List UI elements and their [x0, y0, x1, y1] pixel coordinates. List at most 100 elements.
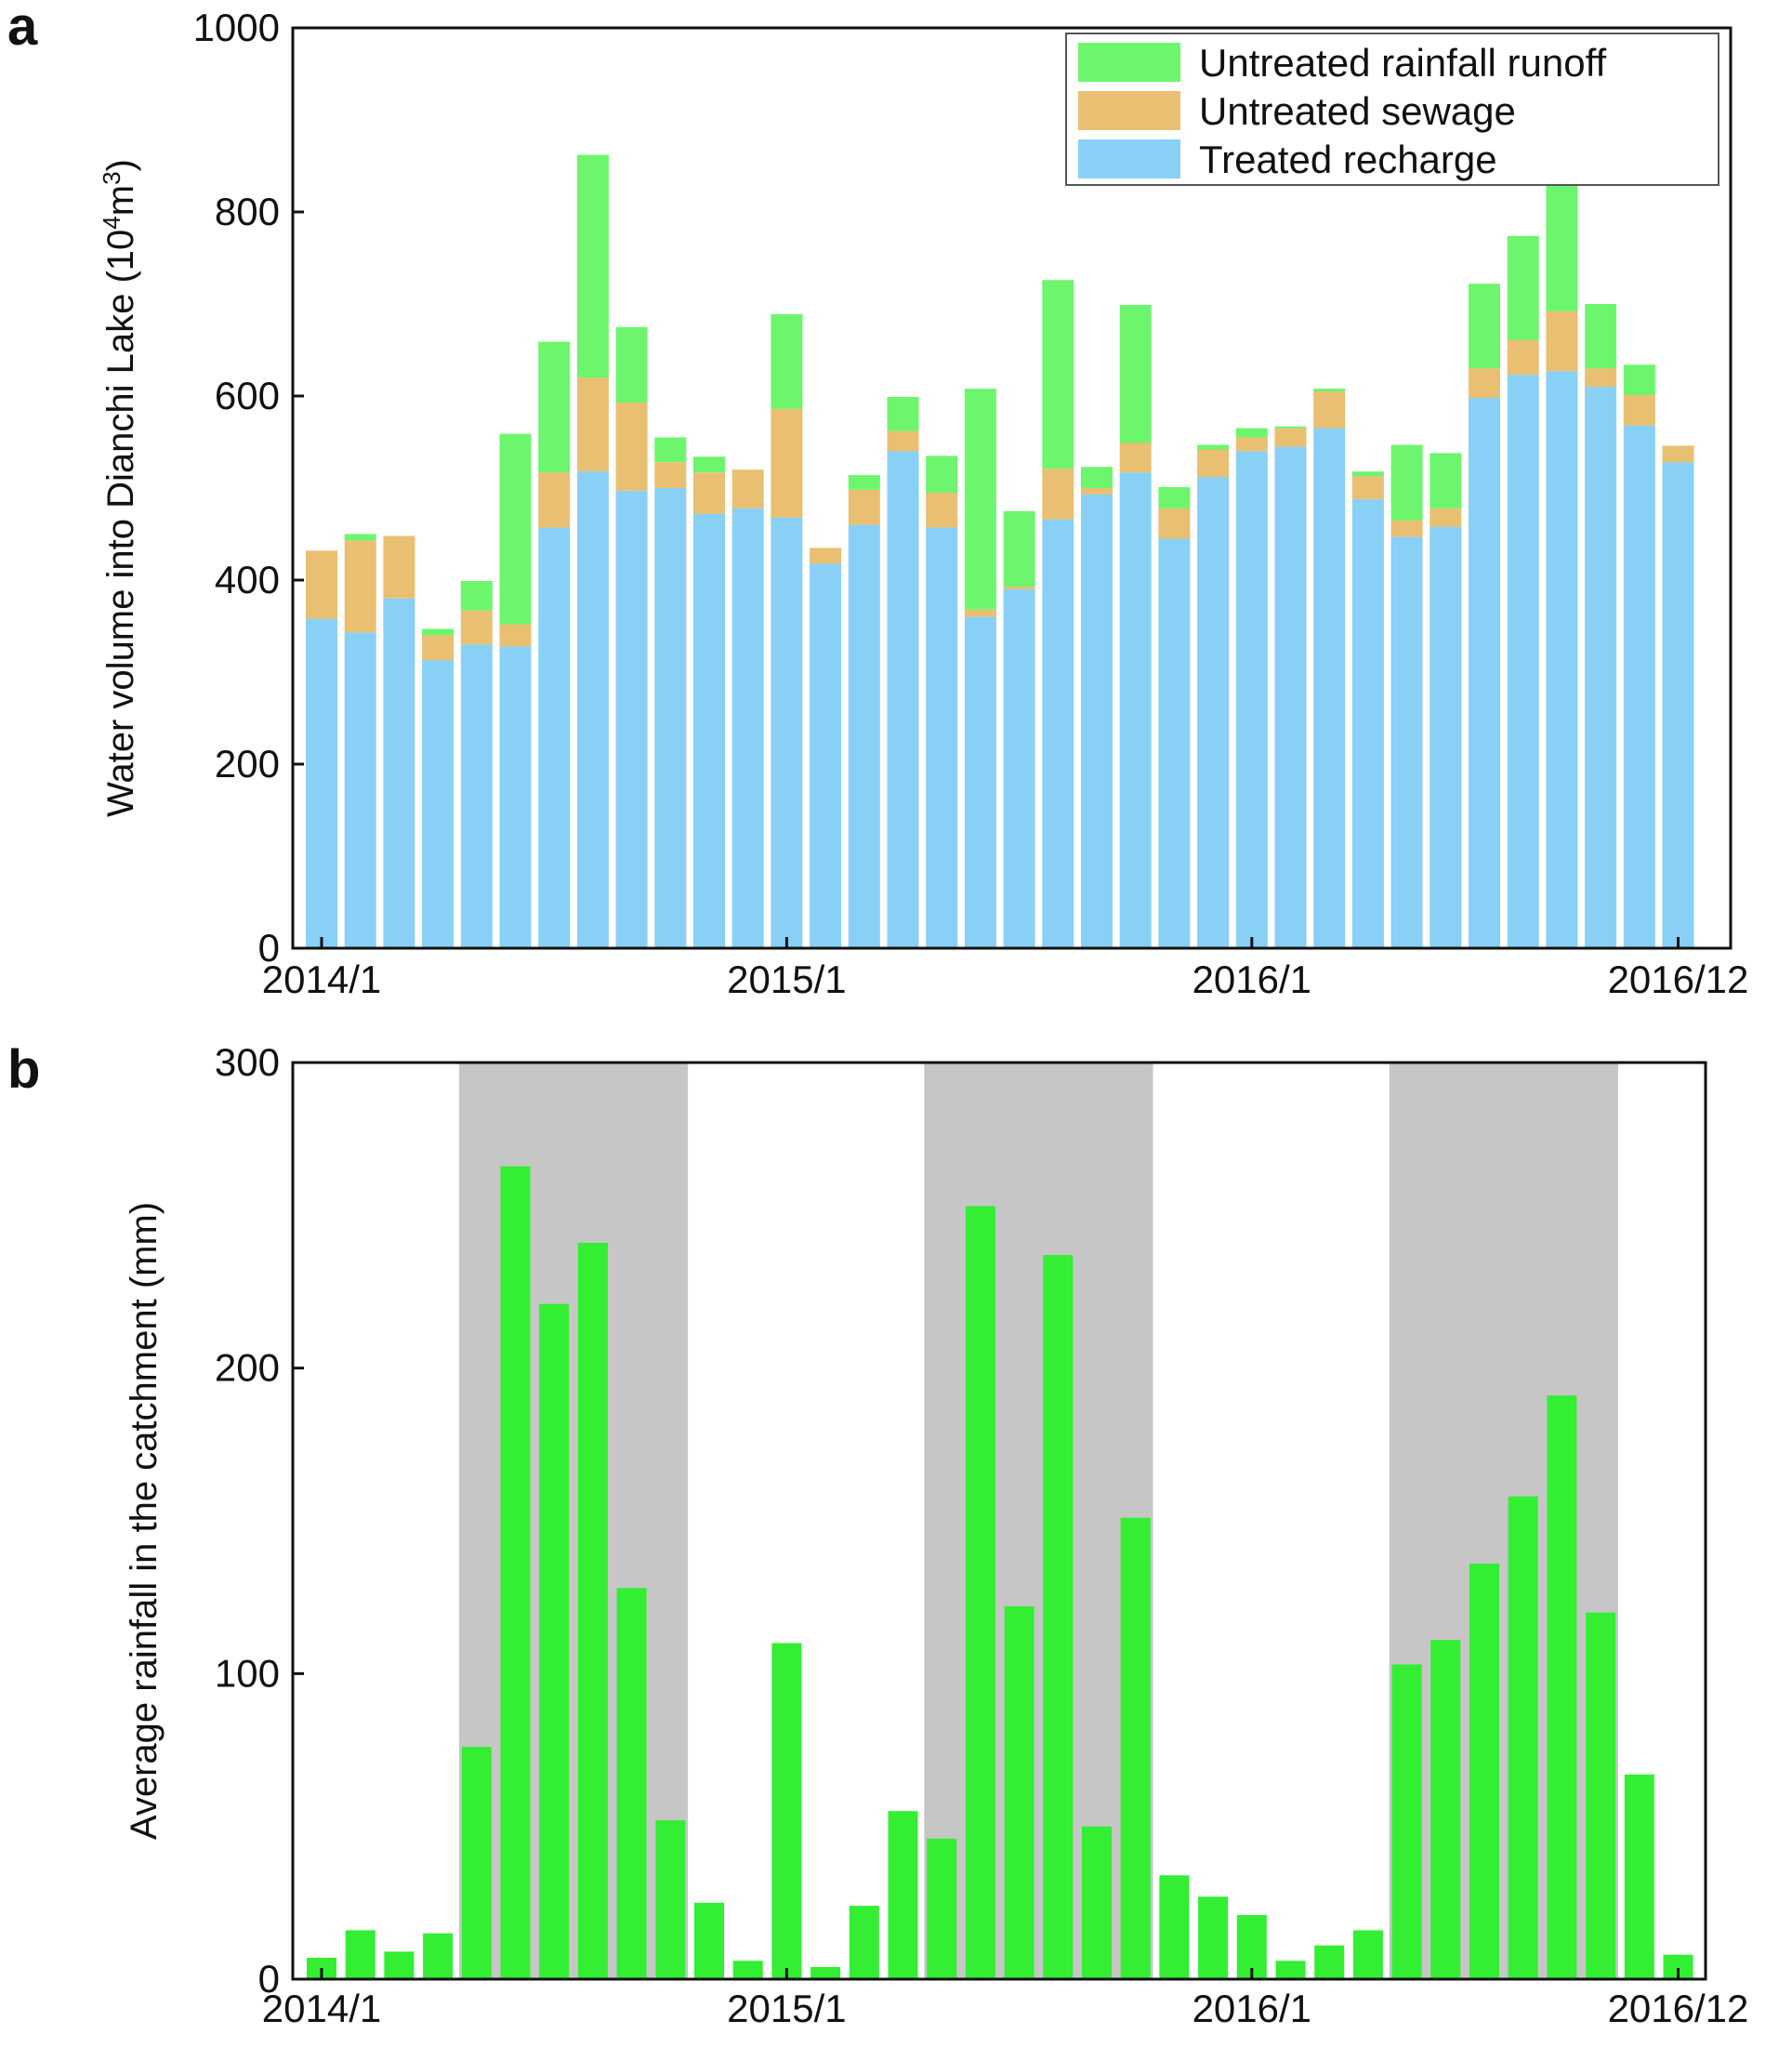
bar-a-untreated-rainfall-runoff-22 — [1158, 487, 1191, 508]
bar-b-rainfall-32 — [1547, 1395, 1577, 1979]
bar-a-treated-recharge-3 — [422, 660, 455, 948]
bar-b-rainfall-34 — [1624, 1774, 1654, 1979]
panel-b-plot-frame — [291, 1061, 1707, 1981]
bar-a-treated-recharge-1 — [344, 632, 376, 948]
rainy-season-band-1 — [924, 1063, 1153, 1979]
bar-a-treated-recharge-15 — [887, 451, 919, 948]
bar-a-untreated-sewage-28 — [1390, 520, 1423, 537]
bar-a-treated-recharge-30 — [1469, 398, 1500, 948]
bar-a-untreated-sewage-18 — [1003, 586, 1035, 589]
a-xtick-label-2: 2016/1 — [1192, 957, 1311, 1001]
b-ytick-label-2: 200 — [215, 1346, 280, 1390]
panel-b-x-ticks: 2014/1 2015/1 2016/1 2016/12 — [262, 1968, 1749, 2030]
panel-b: b 0 100 200 300 2014/1 2015/1 2016/1 2016/12 A… — [7, 1039, 1748, 2030]
bar-a-untreated-sewage-17 — [964, 609, 996, 617]
bar-a-treated-recharge-17 — [964, 616, 996, 948]
a-ytick-label-3: 600 — [215, 374, 280, 417]
bar-a-treated-recharge-31 — [1507, 375, 1539, 948]
b-xtick-label-2: 2016/1 — [1192, 1987, 1311, 2030]
bar-b-rainfall-22 — [1159, 1875, 1190, 1979]
bar-a-untreated-sewage-14 — [848, 490, 880, 525]
b-xtick-label-3: 2016/12 — [1608, 1987, 1749, 2030]
bar-b-rainfall-8 — [616, 1588, 647, 1979]
bar-a-treated-recharge-7 — [576, 471, 609, 948]
bar-b-rainfall-25 — [1275, 1961, 1306, 1979]
bar-a-treated-recharge-18 — [1003, 588, 1035, 948]
bar-a-untreated-rainfall-runoff-33 — [1585, 304, 1617, 369]
panel-a-bars — [306, 154, 1694, 949]
bar-b-rainfall-4 — [461, 1747, 492, 1979]
bar-a-untreated-sewage-34 — [1623, 395, 1655, 426]
bar-a-untreated-sewage-15 — [887, 430, 919, 452]
bar-a-untreated-rainfall-runoff-26 — [1313, 389, 1346, 392]
bar-a-treated-recharge-34 — [1623, 425, 1655, 948]
bar-a-untreated-rainfall-runoff-7 — [576, 154, 609, 378]
panel-a-label: a — [7, 0, 38, 57]
bar-a-untreated-rainfall-runoff-8 — [615, 326, 648, 403]
bar-b-rainfall-14 — [849, 1906, 879, 1979]
b-xtick-label-0: 2014/1 — [262, 1987, 381, 2030]
bar-b-rainfall-9 — [655, 1820, 686, 1979]
bar-b-rainfall-18 — [1004, 1606, 1034, 1979]
bar-a-untreated-rainfall-runoff-6 — [538, 341, 571, 473]
bar-b-rainfall-1 — [345, 1930, 376, 1979]
bar-a-untreated-rainfall-runoff-9 — [654, 437, 687, 463]
bar-a-treated-recharge-20 — [1081, 494, 1113, 948]
bar-a-untreated-rainfall-runoff-5 — [499, 433, 532, 625]
bar-a-treated-recharge-2 — [383, 598, 415, 948]
a-ytick-label-5: 1000 — [193, 6, 280, 49]
bar-b-rainfall-6 — [539, 1303, 570, 1979]
bar-a-untreated-rainfall-runoff-10 — [693, 456, 725, 473]
bar-a-treated-recharge-8 — [615, 491, 648, 948]
bar-a-untreated-rainfall-runoff-29 — [1430, 453, 1462, 508]
panel-a-y-ticks: 0 200 400 600 800 1000 — [193, 6, 304, 970]
bar-b-rainfall-28 — [1391, 1664, 1422, 1979]
bar-a-treated-recharge-12 — [771, 517, 803, 948]
legend-label-treated: Treated recharge — [1199, 138, 1497, 181]
bar-b-rainfall-10 — [694, 1902, 724, 1979]
bar-a-untreated-sewage-22 — [1158, 508, 1191, 539]
panel-a-y-axis-title: Water volume into Dianchi Lake (104m3) — [98, 159, 141, 817]
bar-a-untreated-sewage-5 — [499, 624, 532, 647]
bar-a-untreated-sewage-31 — [1507, 339, 1539, 376]
bar-a-untreated-rainfall-runoff-15 — [887, 397, 919, 431]
bar-a-untreated-sewage-9 — [654, 462, 687, 488]
bar-a-untreated-sewage-32 — [1546, 310, 1578, 372]
bar-a-untreated-rainfall-runoff-4 — [460, 581, 493, 611]
bar-b-rainfall-26 — [1314, 1945, 1345, 1979]
legend-swatch-runoff — [1078, 43, 1180, 82]
bar-a-treated-recharge-4 — [460, 644, 493, 948]
bar-a-treated-recharge-28 — [1390, 536, 1423, 948]
bar-b-rainfall-11 — [732, 1961, 763, 1979]
rainy-season-band-0 — [458, 1063, 689, 1979]
a-xtick-label-3: 2016/12 — [1608, 957, 1749, 1001]
bar-a-treated-recharge-16 — [926, 527, 958, 948]
bar-a-untreated-sewage-29 — [1430, 508, 1462, 527]
bar-b-rainfall-3 — [423, 1933, 454, 1979]
panel-a-x-ticks: 2014/1 2015/1 2016/1 2016/12 — [262, 937, 1749, 1001]
bar-a-untreated-sewage-30 — [1469, 368, 1500, 398]
bar-a-untreated-rainfall-runoff-32 — [1546, 182, 1578, 311]
a-ytick-label-4: 800 — [215, 190, 280, 233]
panel-a-legend: Untreated rainfall runoff Untreated sewa… — [1065, 33, 1720, 186]
bar-a-untreated-sewage-25 — [1274, 428, 1307, 447]
bar-a-treated-recharge-25 — [1274, 446, 1307, 948]
a-ytick-label-1: 200 — [215, 742, 280, 786]
bar-a-treated-recharge-5 — [499, 646, 532, 948]
bar-a-treated-recharge-35 — [1662, 462, 1694, 948]
bar-a-untreated-sewage-21 — [1119, 442, 1152, 473]
bar-b-rainfall-12 — [771, 1643, 802, 1979]
bar-b-rainfall-16 — [927, 1838, 957, 1979]
bar-a-untreated-rainfall-runoff-24 — [1235, 428, 1268, 438]
legend-swatch-treated — [1078, 139, 1180, 178]
bar-a-treated-recharge-26 — [1313, 428, 1346, 949]
bar-b-rainfall-2 — [384, 1951, 415, 1979]
panel-b-rainy-season-shading — [458, 1063, 1618, 1979]
bar-a-untreated-sewage-13 — [810, 548, 842, 564]
bar-a-untreated-sewage-2 — [383, 535, 415, 599]
bar-a-treated-recharge-0 — [306, 618, 337, 948]
bar-a-untreated-sewage-20 — [1081, 488, 1113, 495]
bar-a-untreated-sewage-3 — [422, 635, 455, 661]
